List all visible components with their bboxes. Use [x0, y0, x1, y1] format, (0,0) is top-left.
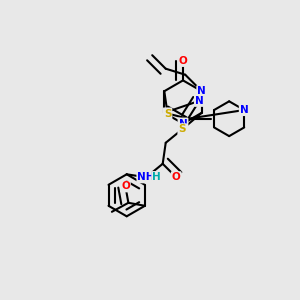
- Text: O: O: [172, 172, 181, 182]
- Text: O: O: [121, 181, 130, 191]
- Text: O: O: [178, 56, 188, 66]
- Text: N: N: [178, 118, 188, 129]
- Text: H: H: [152, 172, 161, 182]
- Text: NH: NH: [137, 172, 155, 182]
- Text: N: N: [197, 86, 206, 96]
- Text: S: S: [164, 109, 171, 118]
- Text: S: S: [178, 124, 186, 134]
- Text: N: N: [240, 105, 249, 115]
- Text: N: N: [195, 96, 204, 106]
